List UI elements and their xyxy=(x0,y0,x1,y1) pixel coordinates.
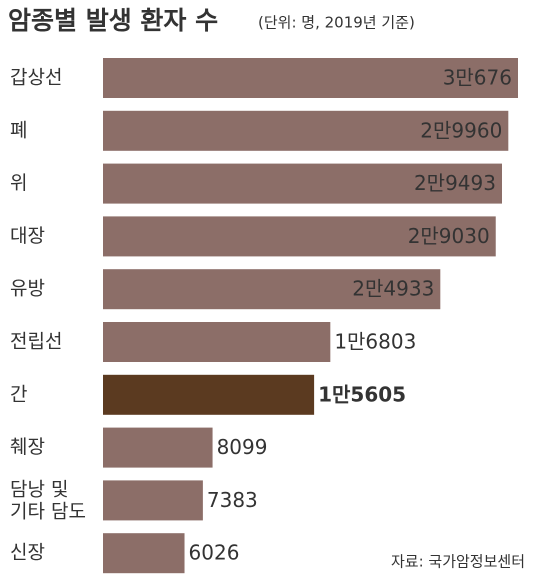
value-label: 1만5605 xyxy=(318,382,406,406)
value-label: 2만9960 xyxy=(420,118,502,142)
bar xyxy=(103,533,185,574)
bar xyxy=(103,163,502,204)
bar xyxy=(103,480,203,521)
value-label: 7383 xyxy=(207,488,258,512)
bar xyxy=(103,322,331,362)
category-label: 유방 xyxy=(10,278,45,300)
category-label: 위 xyxy=(10,172,27,194)
category-label: 폐 xyxy=(10,119,27,141)
bar xyxy=(103,110,509,151)
value-label: 2만9030 xyxy=(408,224,490,248)
chart-title: 암종별 발생 환자 수 xyxy=(8,6,218,35)
chart-subtitle: (단위: 명, 2019년 기준) xyxy=(258,14,415,32)
category-label: 전립선 xyxy=(10,331,62,353)
bar xyxy=(103,269,441,310)
value-label: 2만4933 xyxy=(352,277,434,301)
bar xyxy=(103,427,213,468)
value-label: 1만6803 xyxy=(334,330,416,354)
category-label: 갑상선 xyxy=(10,67,62,89)
value-label: 8099 xyxy=(217,435,268,459)
bar xyxy=(103,374,315,415)
category-label: 췌장 xyxy=(10,436,45,458)
category-label: 담낭 및 기타 담도 xyxy=(10,478,86,522)
category-label: 간 xyxy=(10,383,27,405)
bar xyxy=(103,216,496,257)
category-label: 대장 xyxy=(10,225,45,247)
value-label: 3만676 xyxy=(443,66,512,90)
value-label: 2만9493 xyxy=(414,171,496,195)
bar xyxy=(103,58,518,98)
source: 자료: 국가암정보센터 xyxy=(391,553,525,571)
category-label: 신장 xyxy=(10,542,45,564)
value-label: 6026 xyxy=(189,541,240,565)
